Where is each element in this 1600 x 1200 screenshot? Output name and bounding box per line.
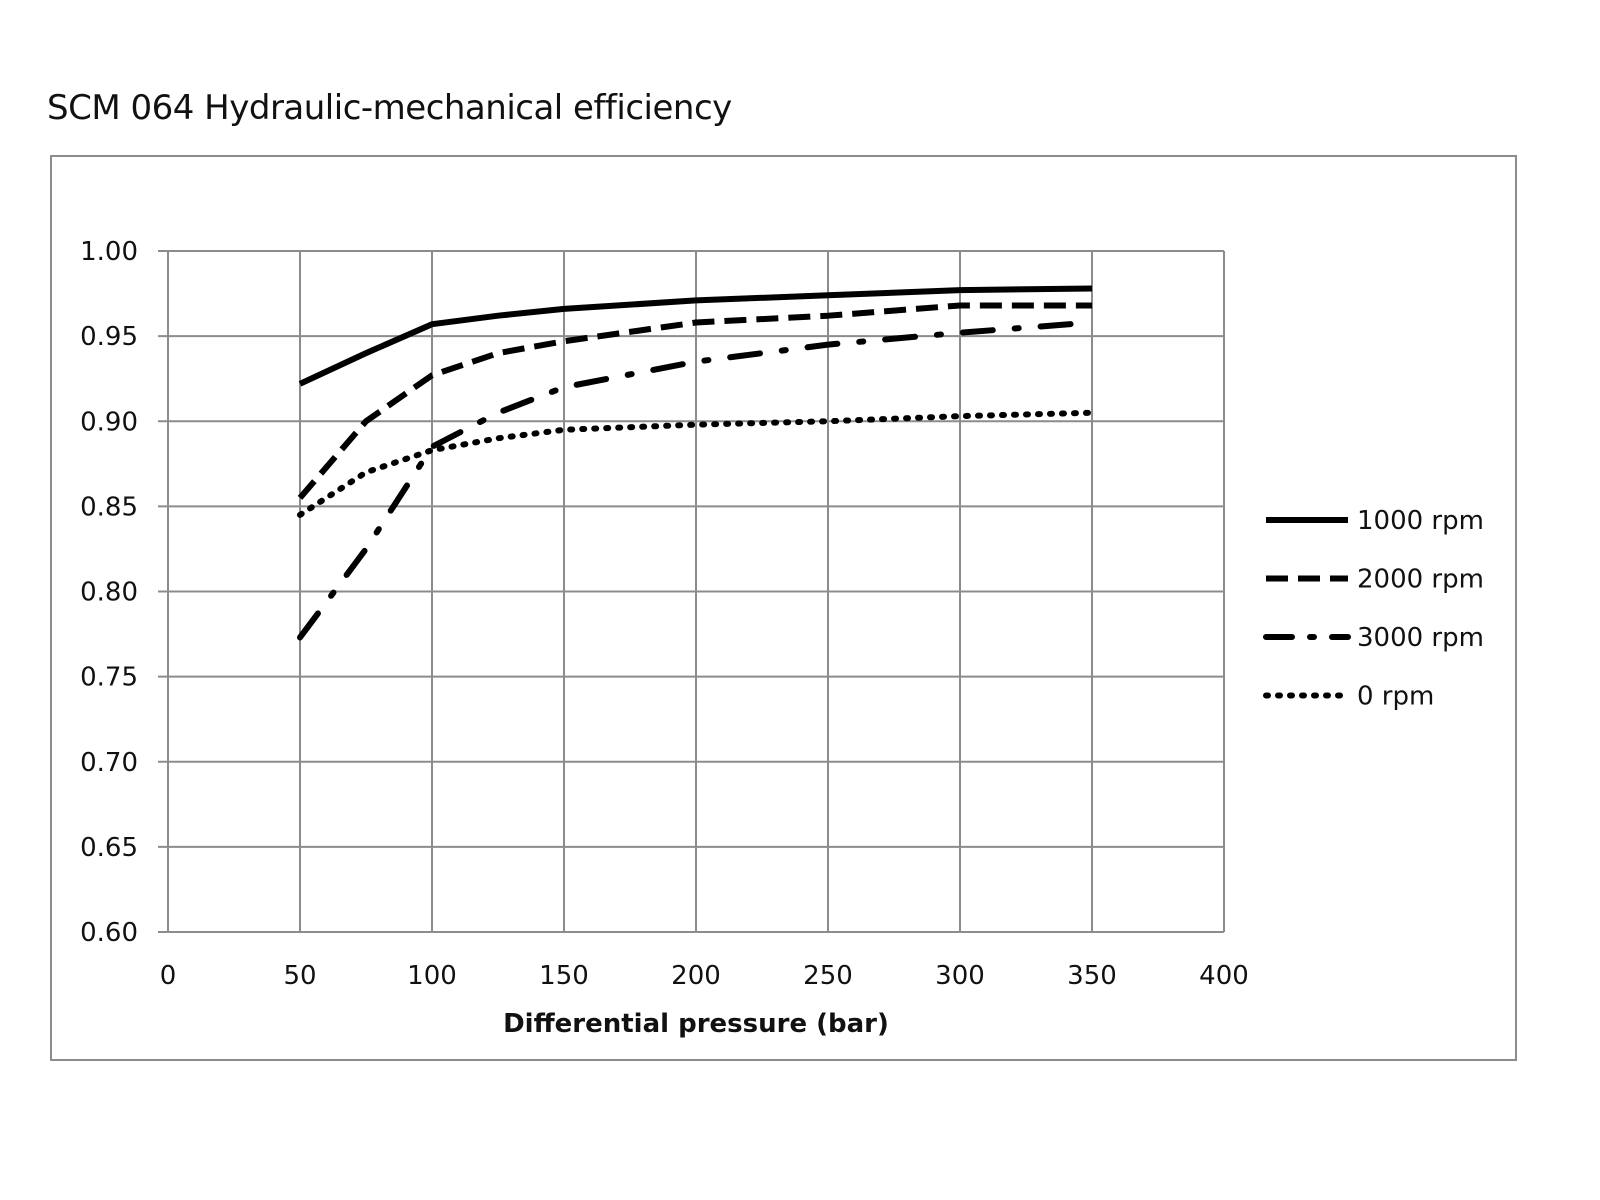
x-tick-label: 50 xyxy=(283,961,316,991)
y-tick-label: 1.00 xyxy=(80,237,138,267)
series-line-1000-rpm xyxy=(298,285,1093,387)
y-tick-label: 0.80 xyxy=(80,578,138,608)
x-tick-label: 0 xyxy=(160,961,177,991)
legend-label: 2000 rpm xyxy=(1357,565,1484,595)
x-tick-label: 300 xyxy=(935,961,985,991)
y-tick-label: 0.60 xyxy=(80,918,138,948)
y-tick-label: 0.85 xyxy=(80,492,138,522)
x-tick-label: 150 xyxy=(539,961,589,991)
y-tick-label: 0.90 xyxy=(80,407,138,437)
y-tick-label: 0.65 xyxy=(80,833,138,863)
legend-label: 3000 rpm xyxy=(1357,623,1484,653)
legend-label: 0 rpm xyxy=(1357,682,1434,712)
x-tick-label: 350 xyxy=(1067,961,1117,991)
series-line-0-rpm xyxy=(297,409,1095,518)
y-tick-label: 0.70 xyxy=(80,748,138,778)
y-tick-label: 0.75 xyxy=(80,663,138,693)
y-tick-label: 0.95 xyxy=(80,322,138,352)
x-tick-label: 200 xyxy=(671,961,721,991)
series-line-3000-rpm xyxy=(297,319,1095,641)
x-tick-label: 400 xyxy=(1199,961,1249,991)
chart-title: SCM 064 Hydraulic-mechanical efficiency xyxy=(47,88,732,128)
legend-label: 1000 rpm xyxy=(1357,506,1484,536)
x-tick-label: 100 xyxy=(407,961,457,991)
x-axis-title: Differential pressure (bar) xyxy=(503,1009,889,1039)
x-tick-label: 250 xyxy=(803,961,853,991)
chart-frame xyxy=(50,155,1517,1061)
